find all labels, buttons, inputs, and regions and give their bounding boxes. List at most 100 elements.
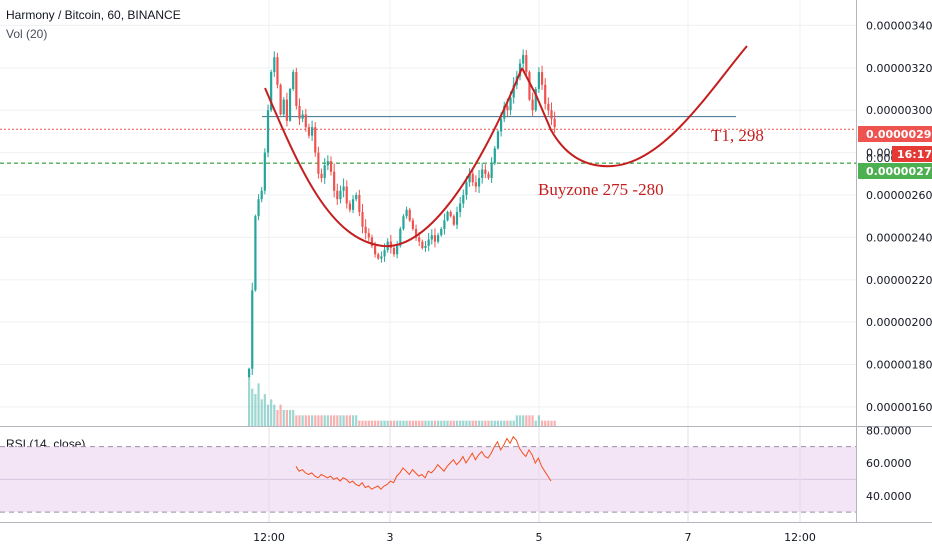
buyzone-price-tag: 0.00000275 (858, 163, 932, 179)
candle-body (525, 55, 528, 73)
candle-body (301, 114, 304, 119)
candle-body (490, 163, 493, 179)
candle-body (288, 89, 292, 121)
candle-body (405, 209, 408, 217)
volume-bar (374, 420, 377, 426)
volume-bar (459, 420, 462, 426)
volume-bar (402, 420, 405, 426)
volume-bar (528, 415, 531, 426)
candle-body (326, 161, 329, 166)
volume-bar (518, 415, 522, 426)
candle-body (361, 211, 364, 227)
candle-body (383, 250, 386, 257)
candle-body (358, 194, 361, 212)
candle-body (437, 235, 440, 242)
candle-body (534, 89, 537, 111)
last-price-tag-text: 0.00000291 (866, 128, 932, 141)
time-axis-tick-label: 3 (387, 531, 394, 544)
volume-indicator-label: Vol (20) (6, 27, 48, 41)
candle-body (380, 256, 383, 259)
time-axis[interactable]: 12:00 3 5 7 12:00 (253, 531, 816, 544)
volume-bar (329, 415, 333, 426)
volume-bar (405, 420, 408, 426)
countdown-tag-text: 16:17 (897, 148, 932, 161)
volume-bar (455, 420, 459, 426)
rsi-pane (0, 427, 856, 522)
candle-body (547, 103, 550, 111)
volume-bar (257, 383, 260, 426)
candle-body (443, 220, 446, 229)
candle-body (550, 110, 553, 119)
price-axis[interactable]: 0.00000160 0.00000180 0.00000200 0.00000220… (866, 19, 932, 413)
candle-body (399, 228, 402, 246)
candle-body (522, 55, 525, 64)
candle-body (377, 254, 380, 259)
candle-body (414, 228, 418, 238)
target-annotation: T1, 298 (711, 126, 764, 145)
volume-bar (477, 420, 481, 426)
candle-body (248, 368, 251, 378)
volume-bar (364, 420, 367, 426)
volume-bar (273, 404, 276, 426)
volume-bar (251, 388, 254, 426)
volume-bar (326, 415, 329, 426)
candle-body (251, 290, 254, 369)
candle-body (342, 186, 345, 191)
candle-body (512, 84, 515, 98)
volume-bar (449, 420, 452, 426)
volume-bar (301, 415, 304, 426)
time-axis-tick-label: 5 (536, 531, 543, 544)
candle-body (509, 97, 512, 111)
candle-body (339, 190, 342, 200)
price-axis-tick-label: 0.00000240 (866, 231, 932, 244)
candle-body (304, 114, 307, 128)
candle-body (285, 99, 288, 121)
candle-body (459, 203, 462, 212)
volume-bar (411, 420, 414, 426)
candle-body (421, 241, 424, 248)
volume-bars (248, 378, 556, 426)
volume-bar (540, 420, 544, 426)
candle-body (317, 152, 320, 174)
candle-body (455, 211, 459, 225)
volume-bar (522, 415, 525, 426)
volume-bar (430, 420, 433, 426)
candle-body (266, 110, 270, 153)
volume-bar (254, 394, 257, 426)
candle-body (484, 169, 487, 174)
volume-bar (339, 415, 342, 426)
volume-bar (348, 415, 351, 426)
volume-bar (496, 420, 500, 426)
volume-bar (468, 420, 471, 426)
cup-pattern-drawing[interactable] (264, 45, 748, 248)
volume-bar (544, 420, 547, 426)
candle-body (537, 72, 540, 90)
volume-bar (260, 399, 263, 426)
volume-bar (424, 420, 427, 426)
volume-bar (512, 420, 515, 426)
volume-bar (490, 420, 493, 426)
candle-body (370, 237, 374, 246)
candle-body (314, 127, 317, 153)
candle-body (345, 186, 348, 204)
volume-bar (414, 420, 418, 426)
candle-body (418, 237, 421, 242)
candle-body (496, 131, 500, 149)
candle-body (553, 118, 556, 128)
volume-bar (418, 420, 421, 426)
candle-body (474, 182, 477, 187)
candle-body (408, 209, 411, 221)
price-axis-tick-label: 0.00000200 (866, 316, 932, 329)
volume-bar (487, 420, 490, 426)
price-axis-tick-label: 0.00000320 (866, 62, 932, 75)
volume-bar (493, 420, 496, 426)
price-axis-tick-label: 0.00000180 (866, 359, 932, 372)
candle-body (323, 165, 326, 179)
candle-body (254, 216, 257, 291)
candle-body (257, 199, 260, 217)
volume-bar (427, 420, 430, 426)
volume-bar (323, 415, 326, 426)
price-axis-tick-label: 0.00000300 (866, 104, 932, 117)
candle-body (506, 105, 509, 111)
